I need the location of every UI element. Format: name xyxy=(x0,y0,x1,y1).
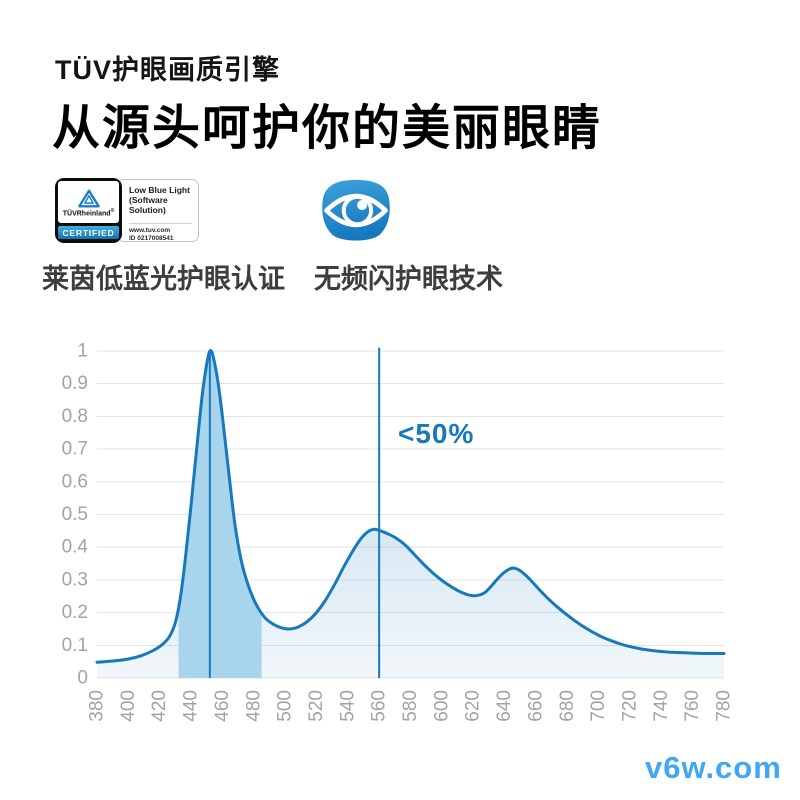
x-tick-label: 580 xyxy=(400,690,421,722)
y-tick-label: 1 xyxy=(77,341,88,362)
tuv-certified-banner: CERTIFIED xyxy=(58,226,119,239)
tuv-rheinland-badge: Low Blue Light (Software Solution) www.t… xyxy=(55,178,199,243)
watermark: v6w.com xyxy=(645,750,782,785)
x-tick-label: 700 xyxy=(588,690,609,722)
y-tick-label: 0 xyxy=(77,668,88,689)
tuv-brand-bold: TÜV xyxy=(62,210,77,218)
eyebrow-title: TÜV护眼画质引擎 xyxy=(55,55,280,85)
y-tick-label: 0.5 xyxy=(62,504,88,525)
x-tick-label: 520 xyxy=(306,690,327,722)
x-tick-label: 540 xyxy=(337,690,358,722)
x-tick-label: 380 xyxy=(87,690,108,722)
registered-mark: ® xyxy=(110,207,115,214)
x-tick-label: 480 xyxy=(243,690,264,722)
x-tick-label: 620 xyxy=(463,690,484,722)
cert-name-line: Low Blue Light xyxy=(129,185,190,195)
tuv-brand-rest: Rheinland xyxy=(76,210,111,218)
caption-low-blue-light-cert: 莱茵低蓝光护眼认证 xyxy=(42,264,285,294)
cert-name-line: Solution) xyxy=(129,205,166,216)
x-tick-label: 640 xyxy=(494,690,515,722)
x-tick-label: 420 xyxy=(149,690,170,722)
y-tick-label: 0.1 xyxy=(62,635,88,656)
spectrum-curve xyxy=(95,348,726,664)
x-tick-label: 720 xyxy=(619,690,640,722)
y-tick-label: 0.3 xyxy=(62,569,88,590)
x-tick-label: 760 xyxy=(682,690,703,722)
tuv-cert-id: ID 0217008541 xyxy=(129,235,174,242)
x-tick-label: 680 xyxy=(557,690,578,722)
eye-icon xyxy=(322,179,390,241)
x-tick-label: 780 xyxy=(714,690,735,722)
x-tick-label: 740 xyxy=(651,690,672,722)
x-tick-label: 460 xyxy=(212,690,233,722)
divider xyxy=(129,222,192,224)
caption-flicker-free: 无频闪护眼技术 xyxy=(314,264,503,294)
y-tick-label: 0.8 xyxy=(62,406,88,427)
tuv-triangle-icon xyxy=(77,189,100,208)
tuv-brand-text: TÜVRheinland® xyxy=(62,207,115,218)
page-title: 从源头呵护你的美丽眼睛 xyxy=(52,102,603,155)
y-tick-label: 0.7 xyxy=(62,439,88,460)
cert-name-line: (Software xyxy=(129,195,168,206)
y-tick-label: 0.4 xyxy=(62,537,89,558)
x-tick-label: 400 xyxy=(118,690,139,722)
tuv-website: www.tuv.com xyxy=(129,226,171,234)
tuv-logo-area: TÜVRheinland® xyxy=(58,181,119,223)
x-tick-label: 500 xyxy=(275,690,296,722)
x-tick-label: 560 xyxy=(369,690,390,722)
y-tick-label: 0.2 xyxy=(62,602,88,623)
y-tick-label: 0.6 xyxy=(62,471,88,492)
chart-annotation-less-than-50-percent: <50% xyxy=(398,418,475,449)
x-tick-label: 600 xyxy=(431,690,452,722)
x-tick-label: 440 xyxy=(181,690,202,722)
x-tick-label: 660 xyxy=(525,690,546,722)
tuv-badge-logo-block: TÜVRheinland® CERTIFIED xyxy=(55,178,122,243)
y-tick-label: 0.9 xyxy=(62,373,88,394)
